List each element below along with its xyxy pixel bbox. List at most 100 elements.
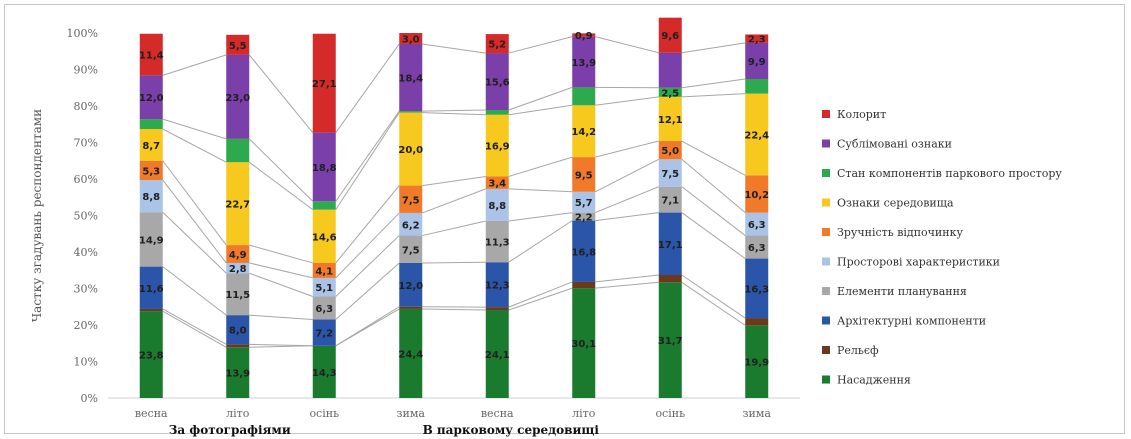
data-label: 31,7 bbox=[658, 336, 683, 347]
series-line bbox=[595, 212, 659, 222]
legend-swatch bbox=[822, 287, 830, 295]
data-label: 8,8 bbox=[488, 201, 506, 212]
series-line bbox=[335, 110, 400, 202]
series-line bbox=[249, 314, 313, 321]
bar-segment bbox=[139, 311, 163, 398]
bar-segment bbox=[485, 53, 509, 111]
series-line bbox=[335, 235, 400, 297]
legend-swatch bbox=[822, 346, 830, 354]
series-line bbox=[335, 185, 400, 264]
legend-label: Рельєф bbox=[837, 344, 879, 357]
series-line bbox=[508, 156, 573, 177]
series-line bbox=[508, 36, 573, 54]
data-label: 30,1 bbox=[571, 339, 596, 350]
group-label: За фотографіями bbox=[169, 423, 291, 437]
bar-segment bbox=[399, 185, 423, 213]
series-line bbox=[162, 118, 227, 140]
x-tick-label: осінь bbox=[309, 407, 339, 420]
y-tick-label: 100% bbox=[67, 27, 98, 40]
legend-swatch bbox=[822, 198, 830, 207]
data-label: 5,7 bbox=[575, 198, 593, 209]
data-label: 0,9 bbox=[575, 31, 593, 42]
bar-segment bbox=[745, 212, 769, 236]
x-tick-label: літо bbox=[226, 407, 250, 420]
series-line bbox=[162, 211, 227, 274]
bar-segment bbox=[745, 93, 769, 176]
legend-swatch bbox=[822, 316, 830, 325]
bar-segment bbox=[312, 277, 336, 297]
series-line bbox=[595, 281, 659, 289]
series-line bbox=[422, 261, 486, 264]
bar-segment bbox=[399, 235, 423, 263]
bar-segment bbox=[658, 96, 682, 142]
bar-segment bbox=[745, 325, 769, 398]
data-label: 13,9 bbox=[571, 58, 596, 69]
bar-segment bbox=[399, 111, 423, 113]
series-line bbox=[595, 36, 659, 54]
series-line bbox=[595, 158, 659, 193]
data-label: 5,1 bbox=[315, 283, 333, 294]
data-label: 2,5 bbox=[661, 88, 679, 99]
data-label: 22,4 bbox=[744, 130, 769, 141]
bar-segment bbox=[139, 180, 163, 213]
legend-swatch bbox=[822, 375, 830, 384]
bar-segment bbox=[226, 54, 250, 139]
bar-segment bbox=[226, 245, 250, 263]
bar-segment bbox=[485, 188, 509, 221]
bar-segment bbox=[658, 52, 682, 88]
bar-segment bbox=[485, 262, 509, 308]
legend-swatch bbox=[822, 257, 830, 266]
legend-swatch bbox=[822, 169, 830, 177]
y-tick-label: 80% bbox=[74, 100, 98, 113]
x-tick-label: весна bbox=[135, 407, 168, 420]
series-line bbox=[422, 43, 486, 54]
bar-segment bbox=[745, 175, 769, 213]
data-label: 12,3 bbox=[485, 281, 510, 292]
y-tick-label: 20% bbox=[74, 319, 98, 332]
data-label: 22,7 bbox=[225, 200, 250, 211]
series-line bbox=[335, 306, 400, 347]
bar-segment bbox=[312, 345, 336, 398]
bar-segment bbox=[658, 141, 682, 160]
data-label: 6,3 bbox=[315, 304, 333, 315]
series-line bbox=[248, 54, 314, 133]
series-line bbox=[335, 112, 400, 210]
data-label: 27,1 bbox=[312, 79, 337, 90]
bar-segment bbox=[745, 34, 769, 43]
series-line bbox=[595, 96, 659, 106]
bar-segment bbox=[399, 43, 423, 112]
data-label: 11,5 bbox=[225, 290, 250, 301]
series-line bbox=[681, 186, 746, 236]
series-line bbox=[335, 43, 400, 133]
series-line bbox=[508, 86, 573, 111]
data-label: 14,3 bbox=[312, 368, 337, 379]
bar-segment bbox=[226, 138, 250, 163]
bar-segment bbox=[139, 119, 163, 129]
series-line bbox=[249, 262, 313, 279]
bar-segment bbox=[572, 105, 596, 158]
y-tick-label: 50% bbox=[74, 210, 98, 223]
data-label: 16,8 bbox=[571, 247, 596, 258]
data-label: 19,9 bbox=[744, 358, 769, 369]
series-line bbox=[508, 188, 573, 193]
legend-label: Просторові характеристики bbox=[837, 256, 1000, 269]
data-label: 23,8 bbox=[139, 351, 164, 362]
data-label: 7,5 bbox=[402, 195, 420, 206]
data-label: 12,0 bbox=[139, 93, 164, 104]
bar-segment bbox=[226, 315, 250, 345]
legend-swatch bbox=[822, 110, 830, 118]
bar-segment bbox=[139, 212, 163, 267]
series-line bbox=[335, 212, 400, 279]
y-tick-label: 90% bbox=[74, 64, 98, 77]
bar-segment bbox=[485, 176, 509, 189]
data-label: 3,0 bbox=[402, 34, 420, 45]
y-tick-label: 70% bbox=[74, 137, 98, 150]
data-label: 7,5 bbox=[402, 245, 420, 256]
data-label: 2,8 bbox=[229, 264, 247, 275]
series-line bbox=[162, 128, 227, 163]
legend-label: Архітектурні компоненти bbox=[837, 315, 986, 328]
series-line bbox=[422, 112, 486, 116]
bar-segment bbox=[139, 160, 163, 181]
data-label: 8,7 bbox=[142, 141, 160, 152]
data-label: 16,9 bbox=[485, 142, 510, 153]
